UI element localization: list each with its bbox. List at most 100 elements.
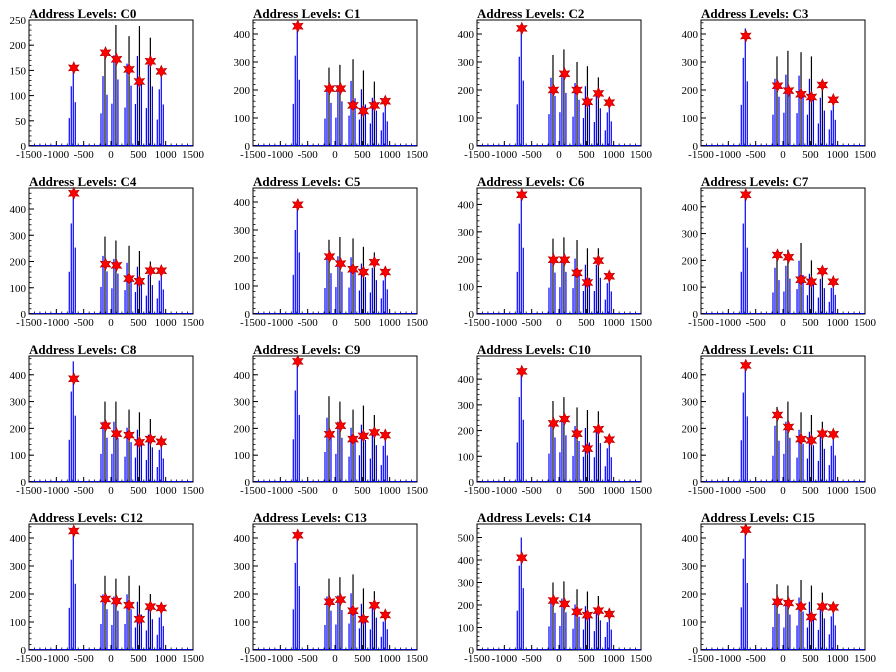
y-tick-label: 400 xyxy=(458,555,475,567)
peak-marker xyxy=(67,61,80,75)
peak-marker xyxy=(805,610,818,624)
y-tick-label: 400 xyxy=(458,199,475,211)
peak-marker xyxy=(782,596,795,610)
panel-c1: Address Levels: C1 0 100 200 300 400 -1500 -100… xyxy=(234,6,429,161)
peak-marker xyxy=(571,605,583,619)
peak-marker xyxy=(368,98,381,113)
y-tick-label: 300 xyxy=(234,57,251,69)
plot-frame xyxy=(28,523,194,651)
y-tick-label: 100 xyxy=(10,283,27,295)
peak-marker xyxy=(571,83,583,97)
x-tick-label: -500 xyxy=(522,485,543,497)
y-tick-label: 400 xyxy=(234,533,251,545)
x-tick-label: 0 xyxy=(108,149,114,161)
x-tick-label: -500 xyxy=(74,149,95,161)
x-tick-label: 1000 xyxy=(155,653,178,665)
panel-c15: Address Levels: C15 0 100 200 300 400 -1500 -10… xyxy=(682,510,877,665)
x-tick-label: 1000 xyxy=(379,317,402,329)
peak-marker xyxy=(155,263,168,278)
x-tick-label: 0 xyxy=(780,149,786,161)
peak-marker xyxy=(133,435,146,450)
x-tick-label: -1500 xyxy=(464,317,490,329)
peak-marker xyxy=(547,593,560,608)
x-tick-label: -1500 xyxy=(688,149,714,161)
y-tick-label: 400 xyxy=(458,374,475,386)
x-tick-label: -1000 xyxy=(715,149,741,161)
peak-marker xyxy=(547,416,560,431)
y-tick-label: 200 xyxy=(682,423,699,435)
peak-marker xyxy=(123,271,135,286)
panel-c12: Address Levels: C12 0 100 200 300 400 -1500 -10… xyxy=(10,510,205,665)
x-tick-label: 500 xyxy=(802,149,819,161)
panel-c11: Address Levels: C11 0 100 200 300 400 -1500 -10… xyxy=(682,342,877,497)
peak-marker xyxy=(323,427,336,442)
panel-title: Address Levels: C2 xyxy=(477,6,584,21)
y-tick-label: 0 xyxy=(693,141,699,153)
x-tick-label: -1500 xyxy=(16,653,42,665)
x-tick-label: -1000 xyxy=(267,317,293,329)
peak-marker xyxy=(739,358,752,373)
peak-marker xyxy=(771,248,784,262)
plot-frame xyxy=(28,355,194,483)
x-tick-label: -500 xyxy=(746,149,767,161)
peak-marker xyxy=(347,262,359,276)
peak-marker xyxy=(782,420,795,434)
peak-marker xyxy=(347,432,359,446)
peak-marker xyxy=(816,78,829,92)
x-tick-label: -1000 xyxy=(715,485,741,497)
y-tick-label: 300 xyxy=(458,400,475,412)
x-tick-label: 1000 xyxy=(603,653,626,665)
x-tick-label: 0 xyxy=(332,317,338,329)
x-tick-label: 1000 xyxy=(603,317,626,329)
y-tick-label: 0 xyxy=(693,309,699,321)
x-tick-label: -500 xyxy=(74,485,95,497)
panel-title: Address Levels: C15 xyxy=(701,510,815,525)
x-tick-label: 500 xyxy=(802,317,819,329)
y-tick-label: 0 xyxy=(21,477,27,489)
y-tick-label: 400 xyxy=(682,533,699,545)
peak-marker xyxy=(603,607,616,621)
peak-marker xyxy=(592,86,605,101)
peak-marker xyxy=(123,62,135,77)
panel-c6: Address Levels: C6 0 100 200 300 400 -1500 -100… xyxy=(458,174,653,329)
y-tick-label: 100 xyxy=(10,617,27,629)
peak-marker xyxy=(99,257,112,271)
x-tick-label: 1500 xyxy=(854,317,877,329)
y-tick-label: 300 xyxy=(458,57,475,69)
x-tick-label: -1000 xyxy=(715,653,741,665)
y-tick-label: 200 xyxy=(234,589,251,601)
y-tick-label: 100 xyxy=(458,282,475,294)
peak-marker xyxy=(323,249,336,264)
panel-title: Address Levels: C8 xyxy=(29,342,137,357)
peak-marker xyxy=(379,428,392,442)
peak-marker xyxy=(795,599,807,614)
x-tick-label: -500 xyxy=(746,653,767,665)
peak-marker xyxy=(110,594,123,608)
panel-c10: Address Levels: C10 0 100 200 300 400 -1500 -10… xyxy=(458,342,653,497)
y-tick-label: 100 xyxy=(458,623,475,635)
panel-title: Address Levels: C0 xyxy=(29,6,136,21)
peak-marker xyxy=(144,599,157,614)
x-tick-label: 500 xyxy=(354,653,371,665)
y-tick-label: 400 xyxy=(458,29,475,41)
panel-title: Address Levels: C11 xyxy=(701,342,814,357)
peak-marker xyxy=(323,595,336,609)
x-tick-label: 1000 xyxy=(379,653,402,665)
peak-marker xyxy=(110,426,123,441)
panel-c5: Address Levels: C5 0 100 200 300 400 -1500 -100… xyxy=(234,174,429,329)
x-tick-label: -500 xyxy=(298,653,319,665)
x-tick-label: 1500 xyxy=(182,485,205,497)
x-tick-label: -1500 xyxy=(16,149,42,161)
peak-marker xyxy=(581,608,594,622)
y-tick-label: 50 xyxy=(15,116,27,128)
panel-c9: Address Levels: C9 0 100 200 300 400 -1500 -100… xyxy=(234,342,429,497)
x-tick-label: 0 xyxy=(332,149,338,161)
peak-marker xyxy=(347,604,359,618)
peak-marker xyxy=(291,528,304,542)
peak-marker xyxy=(547,83,560,97)
x-tick-label: 1500 xyxy=(182,317,205,329)
peak-marker xyxy=(782,83,795,98)
x-tick-label: -1000 xyxy=(267,149,293,161)
y-tick-label: 200 xyxy=(458,426,475,438)
y-tick-label: 100 xyxy=(234,450,251,462)
